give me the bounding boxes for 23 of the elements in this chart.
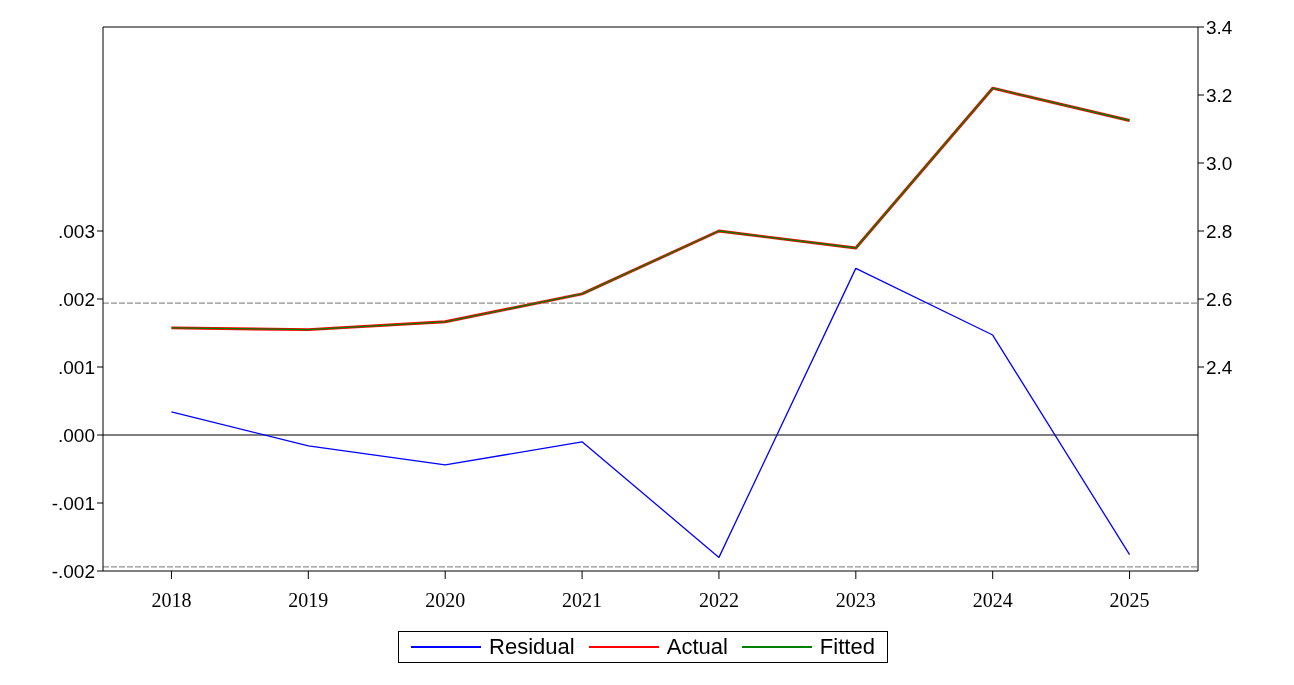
y2-tick-label: 2.8	[1206, 220, 1233, 242]
y-tick-label: -.002	[51, 560, 95, 582]
y-tick-label: .003	[58, 220, 95, 242]
x-tick-label: 2022	[698, 589, 739, 612]
x-tick-label: 2018	[151, 589, 192, 612]
y2-tick-label: 3.2	[1206, 84, 1233, 106]
legend-label: Residual	[488, 634, 575, 660]
y-tick-label: .001	[58, 356, 95, 378]
legend-label: Fitted	[818, 634, 875, 660]
x-tick-label: 2023	[835, 589, 876, 612]
x-tick-label: 2024	[972, 589, 1013, 612]
y-tick-label: .002	[58, 288, 95, 310]
x-tick-label: 2019	[288, 589, 329, 612]
y2-tick-label: 2.4	[1206, 356, 1233, 378]
y2-tick-label: 3.0	[1206, 152, 1233, 174]
y-tick-label: .000	[58, 424, 95, 446]
x-tick-label: 2021	[562, 589, 603, 612]
y-tick-label: -.001	[51, 492, 95, 514]
y2-tick-label: 2.6	[1206, 288, 1233, 310]
x-tick-label: 2020	[425, 589, 466, 612]
legend-label: Actual	[665, 634, 728, 660]
y2-tick-label: 3.4	[1206, 16, 1233, 38]
x-tick-label: 2025	[1109, 589, 1150, 612]
